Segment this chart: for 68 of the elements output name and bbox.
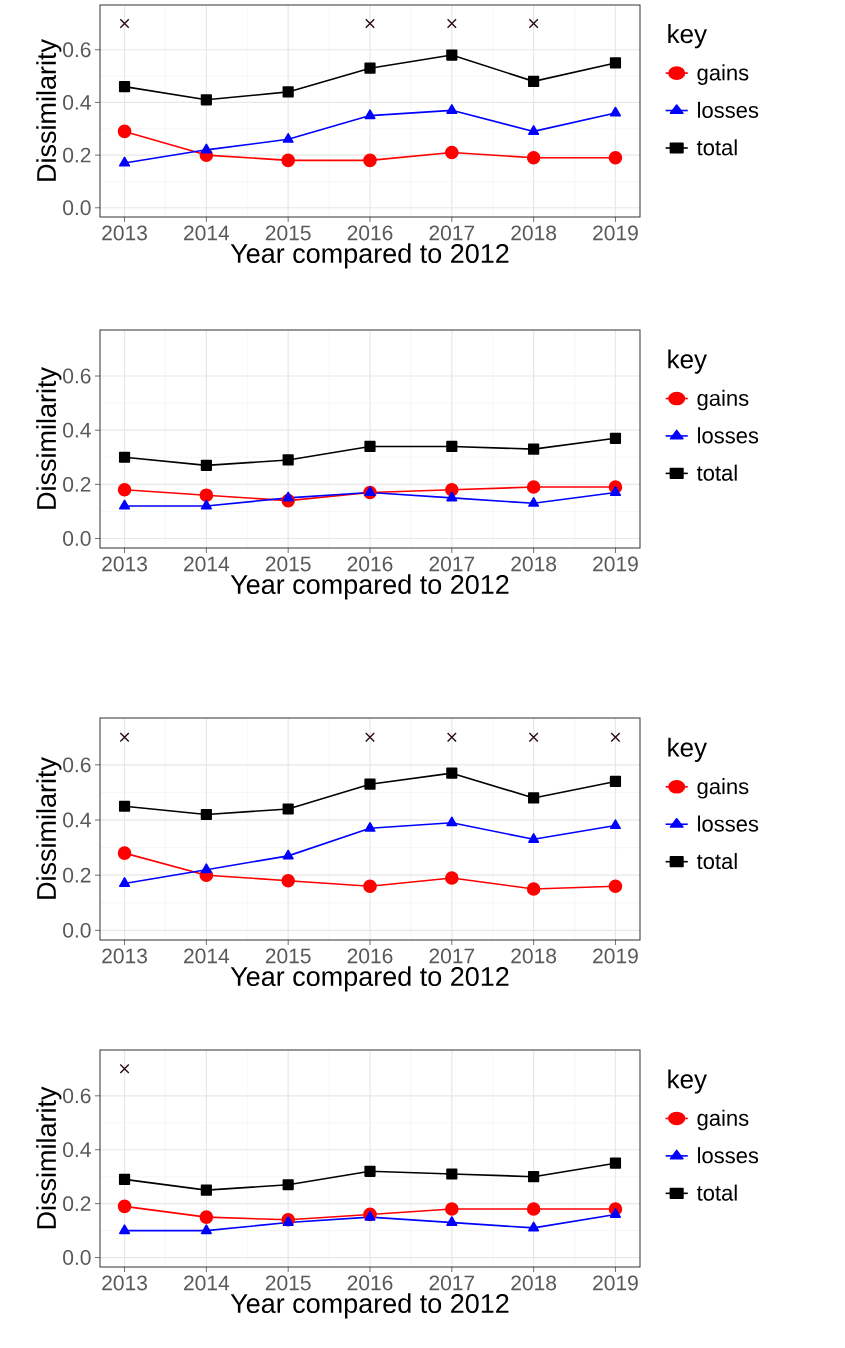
x-axis-title: Year compared to 2012 bbox=[230, 1293, 509, 1319]
x-tick-label: 2013 bbox=[102, 948, 147, 964]
x-tick-label: 2018 bbox=[511, 556, 557, 572]
legend-title: key bbox=[668, 1069, 707, 1094]
x-tick-label: 2018 bbox=[511, 948, 557, 964]
legend-label: total bbox=[696, 1184, 737, 1201]
legend-label: gains bbox=[697, 64, 749, 85]
legend-label: losses bbox=[698, 1147, 759, 1164]
legend-title: key bbox=[668, 349, 707, 374]
y-tick-label: 0.2 bbox=[63, 1196, 91, 1212]
legend-title: key bbox=[668, 737, 707, 762]
x-tick-label: 2013 bbox=[102, 1275, 147, 1291]
y-tick-label: 0.6 bbox=[63, 757, 91, 773]
y-tick-label: 0.4 bbox=[63, 95, 91, 110]
legend-title: key bbox=[668, 24, 707, 49]
y-tick-label: 0.0 bbox=[63, 1250, 91, 1265]
x-tick-label: 2019 bbox=[593, 1275, 638, 1291]
legend-label: gains bbox=[697, 1109, 749, 1131]
y-tick-label: 0.2 bbox=[63, 476, 91, 492]
y-axis-title: Dissimilarity bbox=[36, 757, 62, 899]
y-axis-title: Dissimilarity bbox=[36, 1086, 62, 1229]
legend-label: total bbox=[696, 852, 737, 870]
x-tick-label: 2016 bbox=[347, 948, 393, 964]
y-tick-label: 0.0 bbox=[63, 531, 91, 546]
x-tick-label: 2018 bbox=[511, 1275, 557, 1291]
x-tick-label: 2018 bbox=[511, 225, 557, 241]
x-tick-label: 2017 bbox=[429, 556, 475, 572]
x-tick-label: 2017 bbox=[429, 225, 475, 241]
y-tick-label: 0.6 bbox=[63, 368, 91, 384]
x-tick-label: 2014 bbox=[184, 948, 230, 964]
x-tick-label: 2014 bbox=[184, 1275, 230, 1291]
x-axis-title: Year compared to 2012 bbox=[230, 966, 509, 992]
legend-label: losses bbox=[698, 101, 759, 118]
y-tick-label: 0.4 bbox=[63, 422, 91, 438]
x-tick-label: 2015 bbox=[265, 225, 311, 241]
legend-label: gains bbox=[697, 778, 749, 799]
x-axis-title: Year compared to 2012 bbox=[230, 574, 509, 600]
x-tick-label: 2017 bbox=[429, 1275, 475, 1291]
x-tick-label: 2014 bbox=[184, 556, 230, 572]
y-tick-label: 0.2 bbox=[63, 147, 91, 163]
x-tick-label: 2014 bbox=[184, 225, 230, 241]
x-tick-label: 2019 bbox=[593, 225, 638, 241]
x-axis-title: Year compared to 2012 bbox=[230, 243, 509, 269]
x-tick-label: 2015 bbox=[265, 556, 311, 572]
y-tick-label: 0.6 bbox=[63, 42, 91, 58]
legend-label: losses bbox=[698, 815, 759, 832]
y-axis-title: Dissimilarity bbox=[36, 39, 62, 181]
legend-label: total bbox=[696, 139, 737, 156]
x-tick-label: 2017 bbox=[429, 948, 475, 964]
x-tick-label: 2013 bbox=[102, 225, 147, 241]
x-tick-label: 2019 bbox=[593, 556, 638, 572]
legend-label: total bbox=[696, 464, 737, 481]
x-tick-label: 2015 bbox=[265, 948, 311, 964]
y-tick-label: 0.4 bbox=[63, 812, 91, 828]
y-tick-label: 0.2 bbox=[63, 867, 91, 883]
x-tick-label: 2016 bbox=[347, 1275, 393, 1291]
x-tick-label: 2013 bbox=[102, 556, 147, 572]
y-tick-label: 0.4 bbox=[63, 1142, 91, 1158]
x-tick-label: 2015 bbox=[265, 1275, 311, 1291]
x-tick-label: 2019 bbox=[593, 948, 638, 964]
y-tick-label: 0.6 bbox=[63, 1088, 91, 1104]
legend-label: gains bbox=[697, 389, 749, 411]
y-tick-label: 0.0 bbox=[63, 922, 91, 938]
legend-label: losses bbox=[698, 427, 759, 444]
x-tick-label: 2016 bbox=[347, 556, 393, 572]
y-tick-label: 0.0 bbox=[63, 200, 91, 216]
x-tick-label: 2016 bbox=[347, 225, 393, 241]
y-axis-title: Dissimilarity bbox=[36, 367, 62, 509]
